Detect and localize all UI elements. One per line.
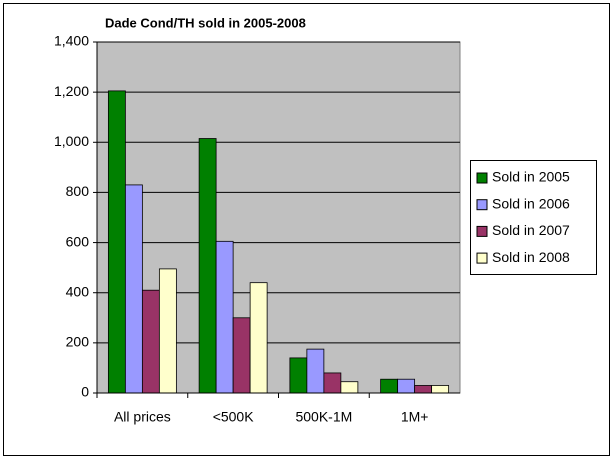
legend-swatch bbox=[476, 199, 488, 211]
x-tick-label: <500K bbox=[213, 409, 255, 425]
bar bbox=[215, 240, 234, 394]
bar bbox=[397, 378, 416, 394]
y-tick-label: 1,400 bbox=[54, 33, 89, 49]
legend-swatch bbox=[476, 252, 488, 264]
y-tick-label: 200 bbox=[66, 334, 90, 350]
bar bbox=[249, 282, 268, 394]
bar bbox=[232, 317, 251, 394]
bar bbox=[158, 268, 177, 394]
y-tick-label: 1,000 bbox=[54, 133, 89, 149]
y-tick-label: 0 bbox=[81, 384, 89, 400]
y-tick-label: 400 bbox=[66, 283, 90, 299]
chart-title: Dade Cond/TH sold in 2005-2008 bbox=[105, 15, 306, 30]
y-tick-label: 1,200 bbox=[54, 83, 89, 99]
bar bbox=[431, 385, 450, 394]
bar bbox=[198, 138, 217, 394]
bar bbox=[289, 357, 308, 394]
legend bbox=[470, 160, 597, 275]
legend-label: Sold in 2006 bbox=[492, 195, 570, 211]
legend-label: Sold in 2005 bbox=[492, 169, 570, 185]
bar bbox=[124, 184, 143, 394]
bar bbox=[323, 372, 342, 394]
bar bbox=[340, 381, 359, 394]
x-tick-label: All prices bbox=[114, 409, 171, 425]
bar bbox=[380, 378, 399, 394]
legend-label: Sold in 2008 bbox=[492, 249, 570, 265]
legend-label: Sold in 2007 bbox=[492, 222, 570, 238]
y-tick-label: 600 bbox=[66, 233, 90, 249]
bar bbox=[306, 348, 325, 394]
legend-swatch bbox=[476, 225, 488, 237]
x-tick-label: 1M+ bbox=[401, 409, 429, 425]
y-tick-label: 800 bbox=[66, 183, 90, 199]
bar bbox=[414, 385, 433, 394]
x-tick-label: 500K-1M bbox=[295, 409, 352, 425]
bar bbox=[107, 90, 126, 394]
bar bbox=[141, 289, 160, 394]
legend-swatch bbox=[476, 172, 488, 184]
